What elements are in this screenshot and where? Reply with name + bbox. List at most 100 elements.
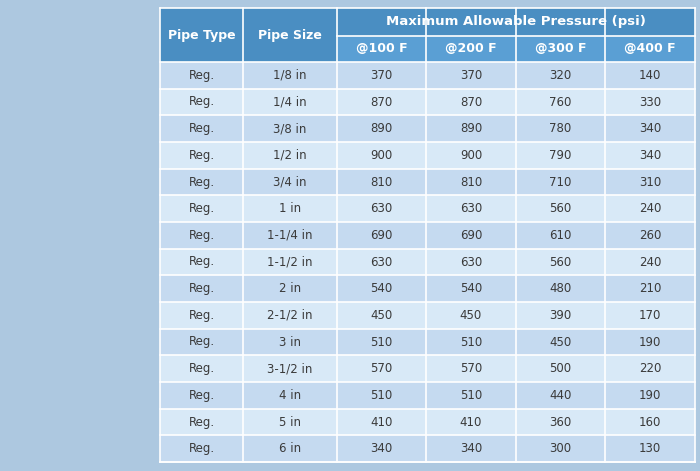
Bar: [243, 302, 337, 329]
Text: Pipe Type: Pipe Type: [168, 29, 235, 41]
Text: 330: 330: [639, 96, 662, 108]
Bar: [243, 382, 337, 409]
Text: @100 F: @100 F: [356, 42, 407, 56]
Bar: [243, 329, 337, 355]
Text: 1/8 in: 1/8 in: [273, 69, 307, 82]
Text: 1/4 in: 1/4 in: [273, 96, 307, 108]
Text: 570: 570: [370, 362, 393, 375]
Text: 130: 130: [639, 442, 662, 455]
Text: @400 F: @400 F: [624, 42, 676, 56]
Bar: [606, 62, 695, 89]
Text: 760: 760: [550, 96, 572, 108]
Bar: [606, 276, 695, 302]
Text: 160: 160: [639, 415, 662, 429]
Text: 3 in: 3 in: [279, 335, 301, 349]
Text: 190: 190: [639, 389, 662, 402]
Bar: [160, 8, 243, 62]
Text: 890: 890: [370, 122, 393, 135]
Bar: [426, 276, 516, 302]
Text: Reg.: Reg.: [188, 362, 214, 375]
Bar: [243, 169, 337, 195]
Text: Reg.: Reg.: [188, 335, 214, 349]
Bar: [160, 435, 243, 462]
Bar: [160, 62, 243, 89]
Text: 500: 500: [550, 362, 572, 375]
Text: 440: 440: [550, 389, 572, 402]
Bar: [426, 89, 516, 115]
Text: 300: 300: [550, 442, 572, 455]
Bar: [606, 89, 695, 115]
Text: 2-1/2 in: 2-1/2 in: [267, 309, 312, 322]
Text: 1/2 in: 1/2 in: [273, 149, 307, 162]
Bar: [606, 382, 695, 409]
Bar: [426, 36, 516, 62]
Bar: [516, 142, 606, 169]
Bar: [243, 249, 337, 276]
Text: 630: 630: [370, 202, 393, 215]
Text: 630: 630: [460, 202, 482, 215]
Bar: [516, 36, 606, 62]
Bar: [426, 115, 516, 142]
Bar: [606, 355, 695, 382]
Bar: [516, 276, 606, 302]
Text: 260: 260: [639, 229, 662, 242]
Text: 5 in: 5 in: [279, 415, 301, 429]
Bar: [160, 355, 243, 382]
Text: Pipe Size: Pipe Size: [258, 29, 322, 41]
Text: 370: 370: [370, 69, 393, 82]
Text: 210: 210: [639, 282, 662, 295]
Text: 560: 560: [550, 255, 572, 268]
Text: 710: 710: [550, 176, 572, 188]
Bar: [160, 222, 243, 249]
Bar: [516, 329, 606, 355]
Text: 340: 340: [370, 442, 393, 455]
Bar: [426, 382, 516, 409]
Text: 310: 310: [639, 176, 662, 188]
Bar: [516, 195, 606, 222]
Bar: [516, 435, 606, 462]
Text: 340: 340: [639, 122, 662, 135]
Text: Reg.: Reg.: [188, 69, 214, 82]
Bar: [606, 222, 695, 249]
Bar: [243, 62, 337, 89]
Text: 140: 140: [639, 69, 662, 82]
Bar: [160, 142, 243, 169]
Bar: [606, 329, 695, 355]
Bar: [243, 8, 337, 62]
Bar: [426, 409, 516, 435]
Bar: [243, 409, 337, 435]
Bar: [337, 302, 426, 329]
Bar: [516, 222, 606, 249]
Text: Reg.: Reg.: [188, 442, 214, 455]
Text: Reg.: Reg.: [188, 415, 214, 429]
Text: Reg.: Reg.: [188, 389, 214, 402]
Text: 450: 450: [460, 309, 482, 322]
Text: 630: 630: [460, 255, 482, 268]
Text: 510: 510: [370, 389, 393, 402]
Bar: [606, 115, 695, 142]
Text: 320: 320: [550, 69, 572, 82]
Bar: [606, 302, 695, 329]
Text: 1-1/4 in: 1-1/4 in: [267, 229, 312, 242]
Text: 450: 450: [370, 309, 393, 322]
Text: 870: 870: [370, 96, 393, 108]
Text: @200 F: @200 F: [445, 42, 497, 56]
Text: 510: 510: [370, 335, 393, 349]
Text: Reg.: Reg.: [188, 309, 214, 322]
Text: 450: 450: [550, 335, 572, 349]
Bar: [337, 329, 426, 355]
Bar: [606, 249, 695, 276]
Text: Reg.: Reg.: [188, 122, 214, 135]
Bar: [243, 435, 337, 462]
Text: Reg.: Reg.: [188, 149, 214, 162]
Text: 190: 190: [639, 335, 662, 349]
Bar: [160, 89, 243, 115]
Bar: [426, 329, 516, 355]
Text: Reg.: Reg.: [188, 202, 214, 215]
Text: 240: 240: [639, 202, 662, 215]
Bar: [516, 169, 606, 195]
Bar: [243, 142, 337, 169]
Text: 630: 630: [370, 255, 393, 268]
Text: 6 in: 6 in: [279, 442, 301, 455]
Bar: [160, 249, 243, 276]
